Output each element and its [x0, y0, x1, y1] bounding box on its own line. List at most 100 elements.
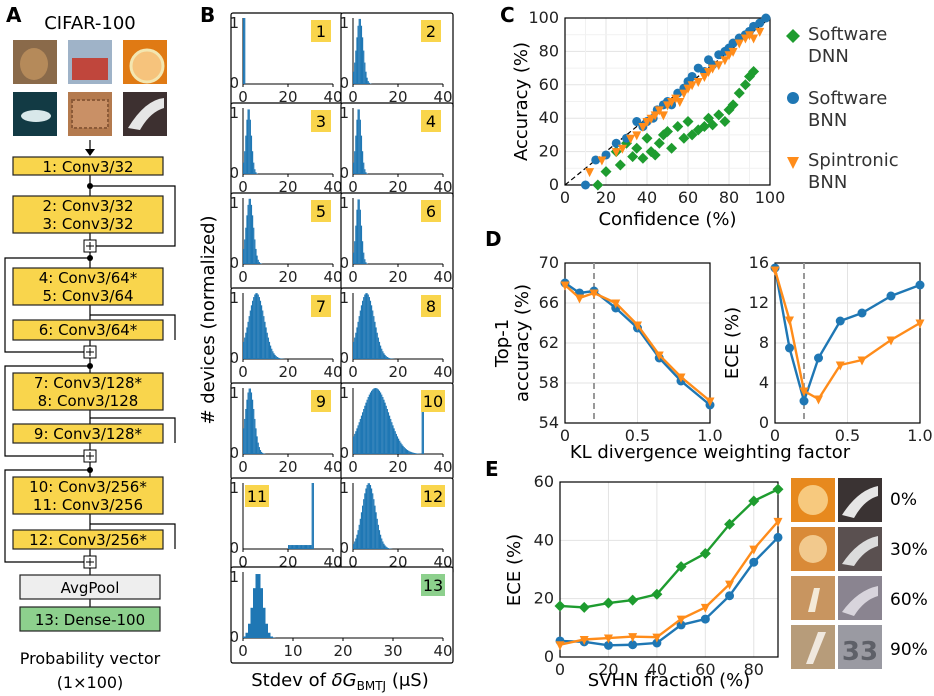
histogram-bar	[258, 574, 261, 638]
y-tick-0: 0	[229, 74, 239, 92]
block-12-label: 12: Conv3/256*	[29, 531, 147, 549]
x-tick-label: 20	[388, 88, 407, 106]
histogram-bar	[386, 356, 388, 359]
histogram-bar	[366, 77, 368, 84]
point-triangle	[676, 373, 686, 383]
point-triangle	[835, 361, 845, 371]
histogram-bar	[246, 399, 248, 454]
histogram-bar	[263, 316, 265, 359]
point-diamond	[678, 132, 690, 144]
point-triangle	[579, 636, 589, 645]
histogram-bar	[355, 135, 357, 174]
histogram-bar	[273, 353, 275, 359]
x-tick-label: 20	[278, 178, 297, 196]
point-triangle	[700, 603, 710, 613]
histogram-bar	[268, 632, 271, 638]
x-tick-label: 80	[744, 660, 764, 679]
histogram-id-badge	[311, 200, 331, 222]
side-skunk-90-digits: 33	[842, 637, 878, 667]
point-triangle	[755, 27, 765, 37]
histogram-bar	[256, 255, 258, 264]
histogram-bar	[414, 453, 417, 454]
y-tick-label: 4	[759, 373, 769, 392]
histogram-bar	[267, 337, 269, 359]
y-tick-label: 20	[539, 142, 559, 161]
side-label-90: 90%	[890, 640, 928, 660]
histogram-bar	[354, 62, 356, 84]
histogram-bar	[408, 450, 410, 454]
side-skunk-90	[838, 625, 882, 669]
point-diamond	[739, 79, 751, 91]
histogram-bar	[245, 632, 248, 638]
x-tick-label: 40	[433, 178, 452, 196]
histogram-bar	[303, 545, 305, 549]
histogram-bar	[280, 358, 282, 359]
x-tick-label: 0.5	[625, 426, 650, 445]
side-orange-60-digit	[808, 588, 820, 612]
x-tick-label: 20	[388, 363, 407, 381]
histogram-bar	[353, 71, 355, 84]
legend-diamond-icon	[786, 29, 800, 43]
histogram-bar	[244, 337, 246, 359]
histogram-bar	[293, 545, 295, 549]
point-triangle	[745, 31, 754, 41]
histogram-bar	[257, 259, 259, 264]
histogram-id-label: 6	[426, 202, 436, 221]
x-tick-label: 30	[383, 642, 402, 660]
legend-software-bnn-line1: Software	[808, 88, 887, 109]
panel-e-xlabel: SVHN fraction (%)	[588, 670, 750, 691]
x-tick-label: 20	[278, 268, 297, 286]
histogram-bar	[247, 204, 249, 264]
point-triangle	[770, 266, 780, 276]
histogram-bar	[355, 431, 357, 454]
point-triangle	[720, 56, 730, 66]
histogram-id-badge	[421, 110, 441, 132]
histogram-bar	[249, 388, 251, 454]
histogram-bar	[353, 436, 355, 454]
histogram-frame	[230, 566, 454, 664]
histogram-bar	[376, 332, 378, 359]
x-tick-label: 0	[238, 268, 248, 286]
x-tick-label: 0	[560, 188, 570, 207]
histogram-bar	[412, 452, 414, 454]
point-circle	[814, 353, 823, 363]
histogram-bar	[299, 545, 301, 549]
histogram-bar	[302, 545, 304, 549]
sample-image-4-subject	[21, 110, 51, 122]
point-triangle	[683, 84, 693, 94]
point-triangle	[652, 633, 662, 643]
x-tick-label: 0	[770, 426, 780, 445]
x-tick-label: 0	[238, 363, 248, 381]
point-triangle	[638, 123, 648, 133]
histogram-bar	[244, 151, 246, 174]
histogram-bar	[356, 37, 358, 84]
point-diamond	[651, 588, 663, 600]
histogram-bar	[359, 418, 361, 454]
sample-image-5-keyboard	[71, 99, 109, 129]
histogram-bar	[257, 294, 259, 359]
point-circle	[628, 640, 638, 650]
panel-d-right-ylabel: ECE (%)	[722, 307, 743, 379]
histogram-bar	[256, 293, 258, 359]
block-9	[12, 423, 164, 444]
legend-software-dnn-line2: DNN	[808, 46, 849, 67]
histogram-2: 010 20 402	[339, 12, 454, 110]
histogram-bar	[245, 135, 247, 174]
histogram-id-badge	[245, 485, 269, 507]
histogram-bar	[387, 357, 390, 359]
y-tick-0: 0	[339, 164, 349, 182]
histogram-1: 010 20 401	[229, 12, 344, 110]
y-tick-0: 0	[229, 628, 239, 646]
histogram-bar	[243, 18, 245, 84]
y-tick-0: 0	[339, 254, 349, 272]
block-2-label: 2: Conv3/32	[42, 197, 133, 215]
x-tick-label: 40	[323, 88, 342, 106]
histogram-id-label: 3	[316, 112, 326, 131]
histogram-bar	[384, 354, 386, 359]
series-line	[559, 520, 779, 646]
histogram-6: 010 20 406	[339, 192, 454, 290]
x-tick-label: 0	[555, 660, 565, 679]
legend-spintronic-bnn-line1: Spintronic	[808, 150, 899, 171]
side-skunk-30-fur	[842, 536, 878, 566]
point-diamond	[675, 561, 687, 573]
